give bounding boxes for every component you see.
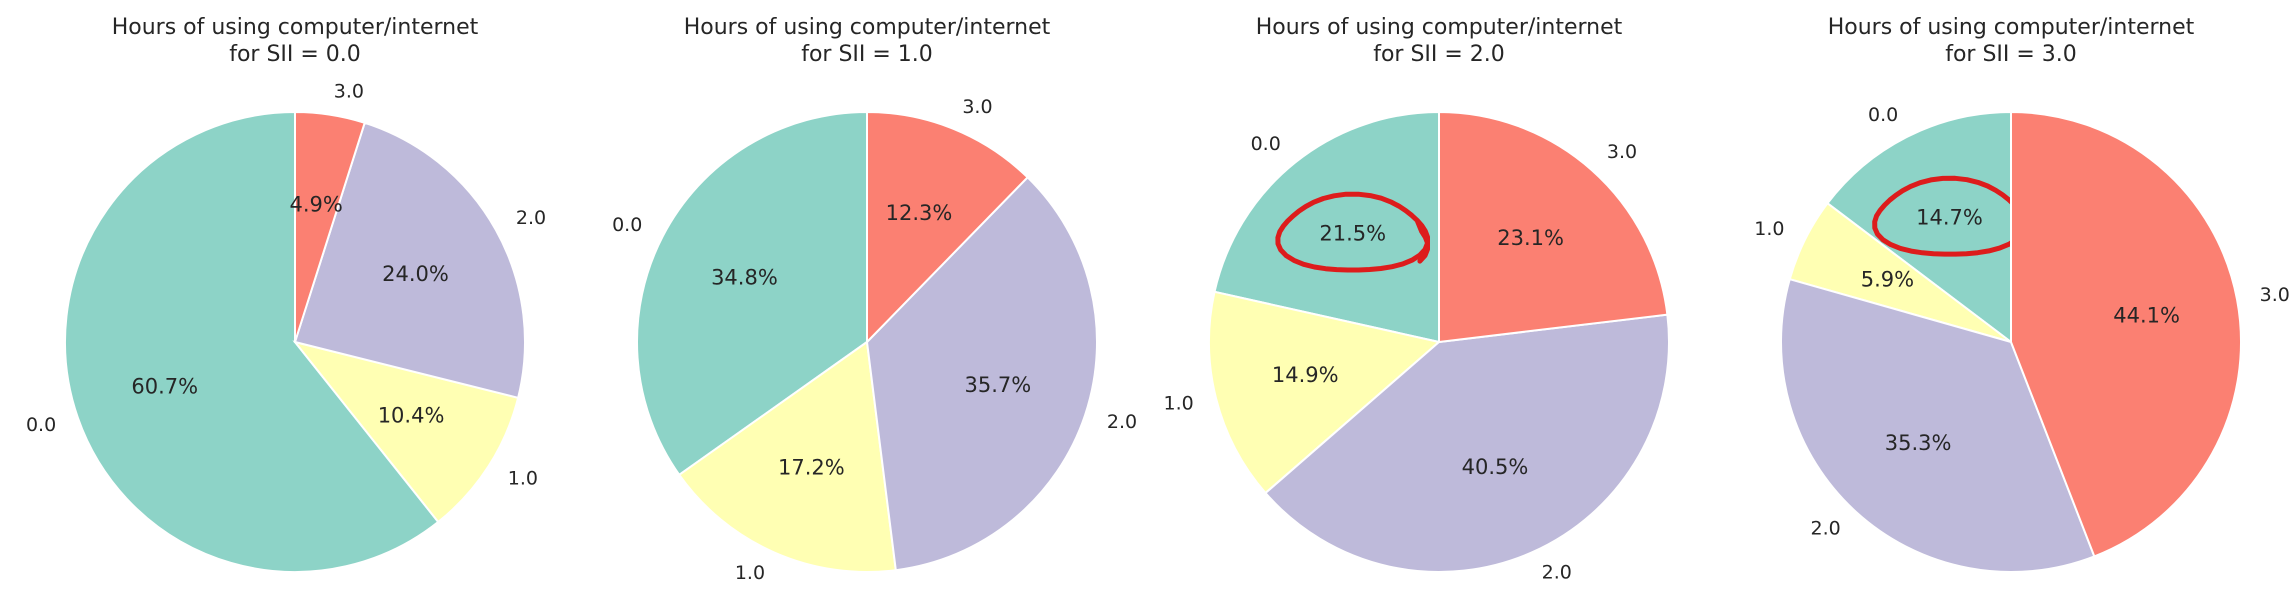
slice-percent-label: 4.9%	[289, 193, 342, 217]
pie-slice	[1438, 110, 1669, 344]
pie-slice	[1780, 277, 2096, 573]
slice-category-label: 2.0	[1107, 411, 1137, 433]
slice-percent-label: 21.5%	[1319, 221, 1386, 245]
slice-category-label: 3.0	[2260, 284, 2290, 306]
slice-category-label: 2.0	[1542, 562, 1572, 584]
pie-slice	[292, 340, 520, 524]
slice-percent-label: 35.3%	[1885, 431, 1952, 455]
chart-title: Hours of using computer/internet for SII …	[112, 15, 479, 67]
pie-chart-2: Hours of using computer/internet for SII …	[1164, 15, 1670, 584]
pie-chart-0: Hours of using computer/internet for SII …	[26, 15, 546, 573]
slice-category-label: 0.0	[612, 214, 642, 236]
chart-title: Hours of using computer/internet for SII …	[684, 15, 1051, 67]
slice-category-label: 0.0	[1251, 133, 1281, 155]
pie-slice	[866, 110, 1029, 345]
red-circle-annotation	[1872, 175, 2027, 257]
slice-percent-label: 14.7%	[1916, 205, 1983, 229]
slice-category-label: 3.0	[962, 96, 992, 118]
slice-category-label: 1.0	[508, 467, 538, 489]
slice-percent-label: 12.3%	[886, 201, 953, 225]
chart-title: Hours of using computer/internet for SII …	[1828, 15, 2195, 67]
pie-slice	[677, 340, 897, 573]
slice-percent-label: 44.1%	[2113, 304, 2180, 328]
pie-slice	[293, 121, 526, 400]
slice-percent-label: 17.2%	[778, 455, 845, 479]
slice-percent-label: 40.5%	[1462, 455, 1529, 479]
pie-slice	[636, 110, 868, 477]
slice-category-label: 2.0	[1811, 518, 1841, 540]
slice-percent-label: 34.8%	[711, 266, 778, 290]
pie-slice	[1208, 290, 1442, 495]
slice-percent-label: 14.9%	[1272, 363, 1339, 387]
slice-category-label: 3.0	[334, 80, 364, 102]
slice-category-label: 1.0	[1754, 218, 1784, 240]
red-circle-annotation	[1275, 191, 1430, 273]
slice-category-label: 3.0	[1607, 141, 1637, 163]
pie-slice	[2010, 110, 2242, 558]
slice-percent-label: 23.1%	[1497, 226, 1564, 250]
pie-slice	[865, 175, 1098, 572]
pie-slice	[1826, 110, 2012, 345]
pie-chart-3: Hours of using computer/internet for SII …	[1754, 15, 2290, 573]
pie-slice	[64, 110, 440, 573]
pie-chart-1: Hours of using computer/internet for SII …	[612, 15, 1137, 584]
slice-percent-label: 10.4%	[378, 404, 445, 428]
slice-percent-label: 5.9%	[1861, 268, 1914, 292]
pie-slice	[294, 110, 366, 343]
pie-slice	[1213, 110, 1440, 344]
slice-category-label: 0.0	[26, 414, 56, 436]
slice-category-label: 2.0	[516, 207, 546, 229]
slice-category-label: 0.0	[1868, 104, 1898, 126]
slice-category-label: 1.0	[735, 562, 765, 584]
slice-percent-label: 35.7%	[964, 373, 1031, 397]
slice-category-label: 1.0	[1164, 393, 1194, 415]
chart-title: Hours of using computer/internet for SII …	[1256, 15, 1623, 67]
slice-percent-label: 60.7%	[131, 375, 198, 399]
pie-slice	[1264, 313, 1670, 573]
slice-percent-label: 24.0%	[382, 262, 449, 286]
